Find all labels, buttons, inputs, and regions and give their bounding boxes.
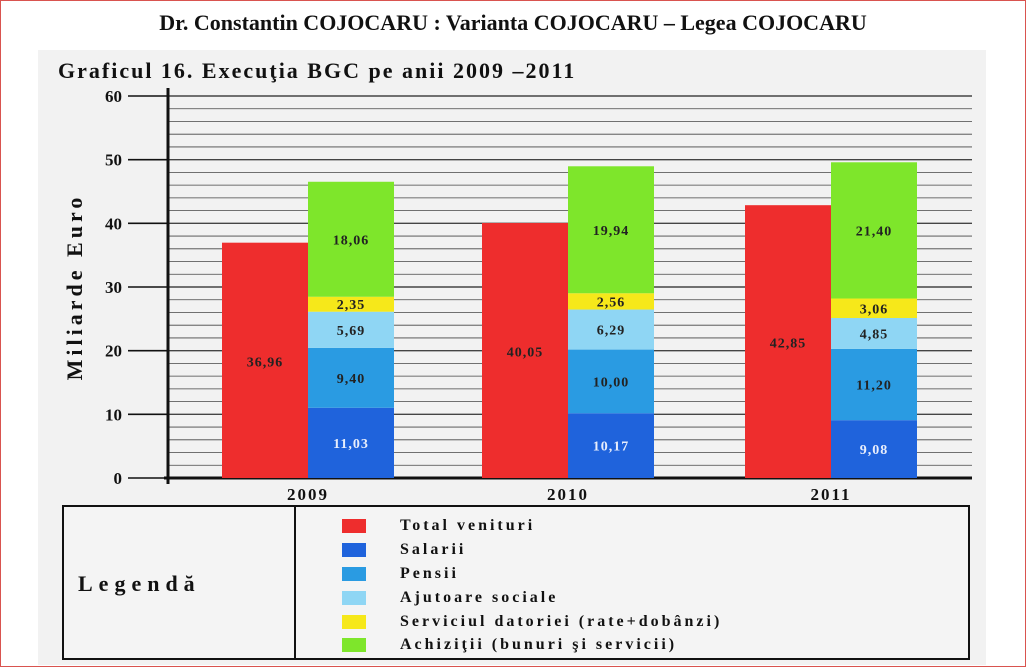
legend-label: Salarii	[400, 541, 467, 558]
data-label: 11,20	[856, 379, 892, 394]
legend-label: Pensii	[400, 565, 459, 582]
bar-segment	[568, 166, 654, 294]
x-tick-label: 2009	[287, 485, 329, 504]
bar-segment	[831, 318, 917, 349]
legend-heading: Legendă	[78, 571, 201, 596]
bar-segment	[308, 407, 394, 478]
y-tick-label: 20	[105, 342, 122, 361]
data-label: 3,06	[860, 302, 889, 317]
legend-label: Serviciul datoriei (rate+dobânzi)	[400, 613, 723, 630]
x-tick-label: 2010	[547, 485, 589, 504]
legend-item-ajutoare-sociale: Ajutoare sociale	[342, 587, 558, 609]
bar-segment	[308, 181, 394, 297]
data-label: 9,40	[337, 372, 366, 387]
bar-segment	[831, 348, 917, 421]
data-label: 4,85	[860, 327, 889, 342]
legend: Legendă Total venituri Salarii Pensii Aj…	[62, 505, 970, 660]
y-tick-label: 40	[105, 214, 122, 233]
data-label: 42,85	[770, 337, 807, 352]
legend-item-achizitii: Achiziţii (bunuri şi servicii)	[342, 634, 677, 656]
legend-swatch	[342, 591, 366, 605]
legend-label: Achiziţii (bunuri şi servicii)	[400, 636, 678, 653]
bar-segment	[831, 420, 917, 478]
y-tick-label: 10	[105, 405, 122, 424]
page-header: Dr. Constantin COJOCARU : Varianta COJOC…	[159, 10, 867, 35]
bar-segment	[308, 347, 394, 408]
y-tick-label: 50	[105, 151, 122, 170]
x-tick-label: 2011	[810, 485, 851, 504]
bar-total-venituri	[745, 205, 831, 478]
legend-swatch	[342, 638, 366, 652]
legend-label: Total venituri	[400, 517, 536, 534]
data-label: 10,00	[593, 375, 630, 390]
bar-segment	[308, 311, 394, 348]
bar-segment	[568, 293, 654, 310]
bar-segment	[568, 349, 654, 414]
data-label: 36,96	[247, 355, 284, 370]
data-label: 21,40	[856, 224, 893, 239]
legend-swatch	[342, 519, 366, 533]
bar-segment	[308, 296, 394, 312]
data-label: 5,69	[337, 324, 366, 339]
bar-segment	[568, 309, 654, 350]
y-axis-label: Miliarde Euro	[62, 194, 87, 381]
data-label: 2,35	[337, 298, 366, 313]
legend-item-total-venituri: Total venituri	[342, 515, 535, 537]
legend-item-pensii: Pensii	[342, 563, 459, 585]
bar-segment	[568, 413, 654, 478]
bar-total-venituri	[222, 242, 308, 478]
data-label: 18,06	[333, 233, 370, 248]
legend-swatch	[342, 567, 366, 581]
data-label: 6,29	[597, 324, 626, 339]
y-tick-label: 30	[105, 278, 122, 297]
data-label: 11,03	[333, 437, 369, 452]
data-label: 40,05	[507, 346, 544, 361]
legend-item-serviciul-datoriei: Serviciul datoriei (rate+dobânzi)	[342, 611, 722, 633]
legend-swatch	[342, 615, 366, 629]
data-label: 10,17	[593, 440, 630, 455]
legend-item-salarii: Salarii	[342, 539, 466, 561]
chart-title: Graficul 16. Execuţia BGC pe anii 2009 –…	[58, 58, 577, 83]
data-label: 9,08	[860, 443, 889, 458]
bar-total-venituri	[482, 223, 568, 478]
bar-segment	[831, 162, 917, 299]
bar-segment	[831, 298, 917, 319]
legend-label: Ajutoare sociale	[400, 589, 559, 606]
bar-chart: 0 10 20 30 40 50 60 Miliarde Euro 36,96 11,03 9,40…	[62, 87, 972, 504]
legend-divider	[294, 507, 296, 658]
data-label: 2,56	[597, 295, 626, 310]
data-label: 19,94	[593, 224, 630, 239]
legend-swatch	[342, 543, 366, 557]
y-tick-label: 60	[105, 87, 122, 106]
y-tick-label: 0	[114, 469, 123, 488]
